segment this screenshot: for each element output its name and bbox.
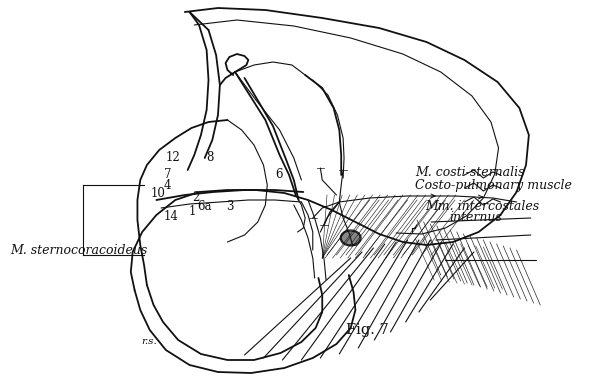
Text: Fig. 7: Fig. 7 bbox=[346, 323, 389, 337]
Text: 6a: 6a bbox=[197, 200, 212, 213]
Text: r.s.: r.s. bbox=[141, 337, 157, 346]
Text: 6: 6 bbox=[275, 168, 283, 181]
Text: Costo-pulmonary muscle: Costo-pulmonary muscle bbox=[415, 179, 572, 192]
Text: 1: 1 bbox=[188, 205, 196, 218]
Text: 4: 4 bbox=[164, 179, 172, 192]
Text: 3: 3 bbox=[227, 200, 234, 213]
Ellipse shape bbox=[341, 231, 360, 245]
Text: 8: 8 bbox=[207, 151, 214, 164]
Text: 12: 12 bbox=[166, 151, 181, 164]
Text: 14: 14 bbox=[163, 210, 178, 222]
Text: internus: internus bbox=[449, 211, 502, 224]
Text: 2: 2 bbox=[193, 191, 200, 204]
Text: 10: 10 bbox=[151, 187, 166, 200]
Text: M. costi-sternalis: M. costi-sternalis bbox=[415, 166, 524, 179]
Text: Mm. intercostales: Mm. intercostales bbox=[425, 200, 539, 213]
Text: 7: 7 bbox=[164, 168, 172, 181]
Text: M. sternocoracoideus: M. sternocoracoideus bbox=[10, 244, 148, 257]
